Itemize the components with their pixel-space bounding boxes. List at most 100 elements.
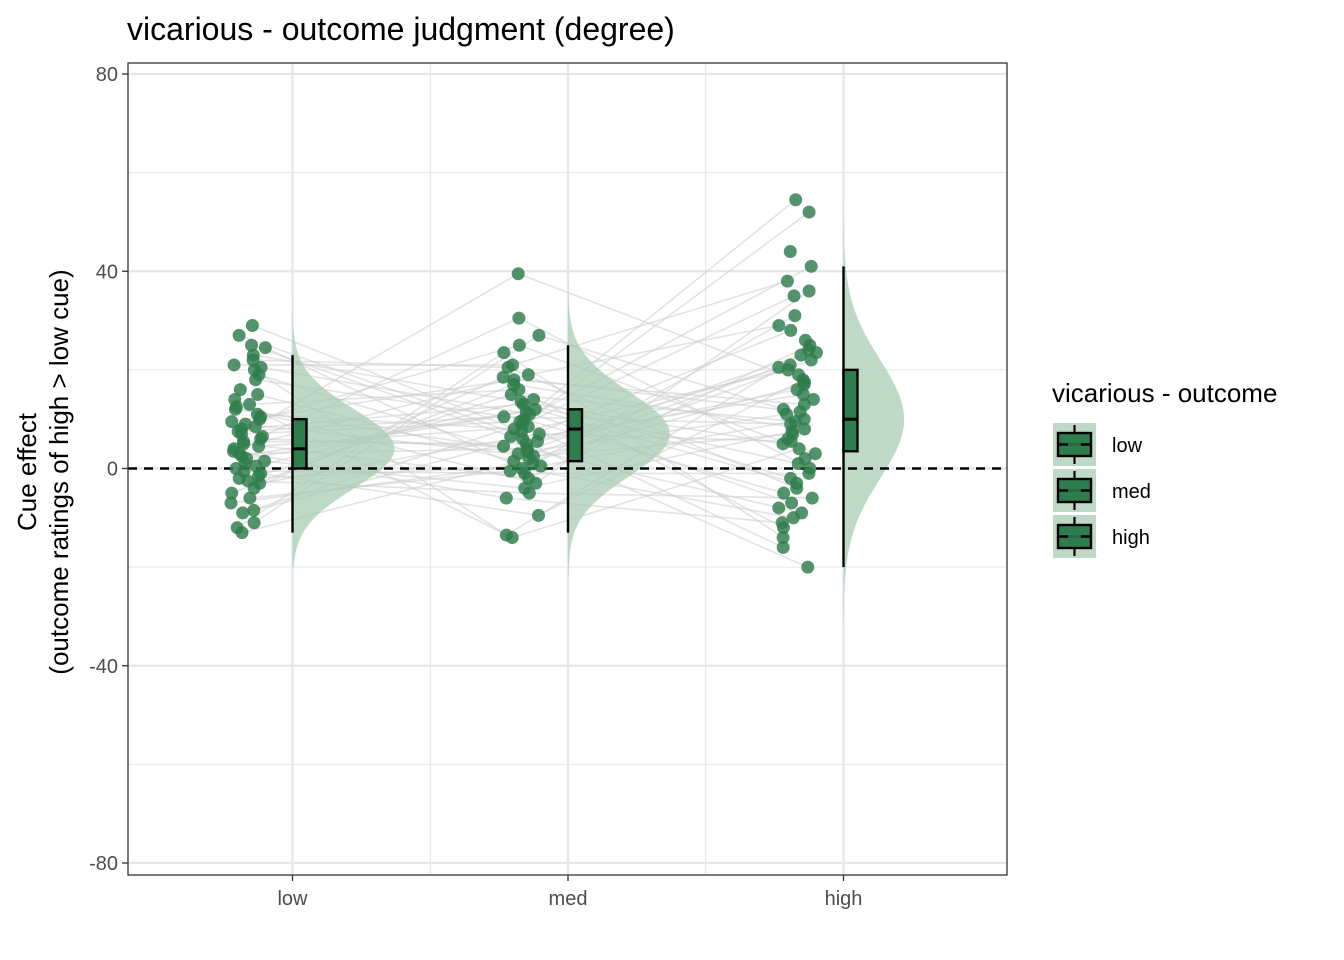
data-point-high: [777, 486, 791, 500]
data-point-high: [805, 491, 819, 505]
legend-label: low: [1112, 435, 1143, 457]
y-axis-title: Cue effect (outcome ratings of high > lo…: [12, 269, 74, 674]
data-point-high: [802, 466, 816, 480]
data-point-high: [794, 348, 808, 362]
data-point-med: [530, 434, 544, 448]
x-tick-label: med: [549, 888, 588, 910]
data-point-high: [780, 274, 794, 288]
x-tick-label: high: [825, 888, 863, 910]
connector-line: [265, 346, 523, 470]
connector-line: [517, 354, 802, 455]
data-point-high: [785, 496, 799, 510]
legend-label: med: [1112, 481, 1151, 503]
legend-item-med: med: [1053, 469, 1151, 512]
data-point-med: [503, 464, 517, 478]
data-point-med: [505, 531, 519, 545]
data-point-high: [792, 442, 806, 456]
data-point-low: [247, 516, 261, 530]
data-point-high: [772, 318, 786, 332]
connector-line: [503, 376, 801, 413]
data-point-low: [228, 402, 242, 416]
data-point-high: [784, 323, 798, 337]
data-point-high: [776, 531, 790, 545]
x-axis: low med high: [277, 875, 862, 910]
data-point-high: [802, 205, 816, 219]
legend-key-point: [1068, 530, 1081, 543]
data-point-med: [522, 486, 536, 500]
data-point-low: [224, 496, 238, 510]
data-point-high: [804, 353, 818, 367]
data-point-high: [798, 422, 812, 436]
data-point-high: [776, 521, 790, 535]
legend-key-point: [1068, 484, 1081, 497]
data-point-high: [781, 363, 795, 377]
data-point-med: [527, 392, 541, 406]
data-point-med: [499, 491, 513, 505]
data-point-med: [534, 459, 548, 473]
data-point-low: [245, 338, 259, 352]
data-point-low: [233, 383, 247, 397]
legend-item-low: low: [1053, 423, 1143, 466]
connector-line: [517, 272, 805, 383]
boxplot-high: [842, 266, 859, 568]
data-point-high: [776, 540, 790, 554]
legend-item-high: high: [1053, 515, 1150, 558]
data-point-low: [227, 358, 241, 372]
data-point-high: [808, 447, 822, 461]
boxplot-box: [842, 368, 859, 453]
data-point-high: [789, 193, 803, 207]
data-point-low: [248, 420, 262, 434]
y-tick-label: 40: [96, 261, 118, 283]
data-point-low: [235, 526, 249, 540]
data-point-high: [802, 284, 816, 298]
legend: vicarious - outcome low med high: [1052, 378, 1277, 558]
data-point-low: [237, 437, 251, 451]
data-point-high: [786, 511, 800, 525]
data-point-high: [804, 259, 818, 273]
data-point-med: [532, 328, 546, 342]
data-point-med: [512, 338, 526, 352]
data-point-med: [511, 267, 525, 281]
data-point-high: [780, 407, 794, 421]
data-point-low: [258, 341, 272, 355]
density-cloud-med: [568, 231, 670, 577]
boxplot-box: [291, 417, 308, 470]
data-point-low: [245, 318, 259, 332]
boxplot-med: [566, 345, 584, 533]
boxplot-low: [291, 355, 308, 533]
data-point-med: [497, 410, 511, 424]
data-point-low: [243, 397, 257, 411]
data-point-med: [504, 388, 518, 402]
boxplot-box: [566, 408, 584, 463]
chart-title: vicarious - outcome judgment (degree): [127, 11, 675, 47]
data-points: [224, 193, 823, 574]
density-cloud-low: [292, 286, 395, 568]
connector-line: [511, 393, 796, 423]
y-tick-label: -80: [89, 853, 118, 875]
data-point-med: [501, 360, 515, 374]
data-point-med: [497, 346, 511, 360]
connector-line: [242, 423, 523, 514]
y-axis: 80 40 0 -40 -80: [89, 64, 128, 875]
connector-line: [510, 435, 809, 568]
y-axis-title-line2: (outcome ratings of high > low cue): [44, 269, 74, 674]
density-clouds: [292, 123, 905, 627]
data-point-low: [225, 486, 239, 500]
data-point-med: [504, 429, 518, 443]
data-point-low: [236, 506, 250, 520]
data-point-high: [788, 309, 802, 323]
connector-line: [241, 403, 524, 430]
y-tick-label: 0: [107, 459, 118, 481]
data-point-low: [251, 388, 265, 402]
connector-line: [521, 369, 789, 433]
data-point-high: [791, 457, 805, 471]
legend-label: high: [1112, 527, 1150, 549]
y-tick-label: 80: [96, 64, 118, 86]
legend-key-point: [1068, 438, 1081, 451]
data-point-high: [787, 289, 801, 303]
connector-line: [506, 497, 783, 524]
connector-line: [241, 457, 530, 534]
y-axis-title-line1: Cue effect: [12, 412, 42, 531]
